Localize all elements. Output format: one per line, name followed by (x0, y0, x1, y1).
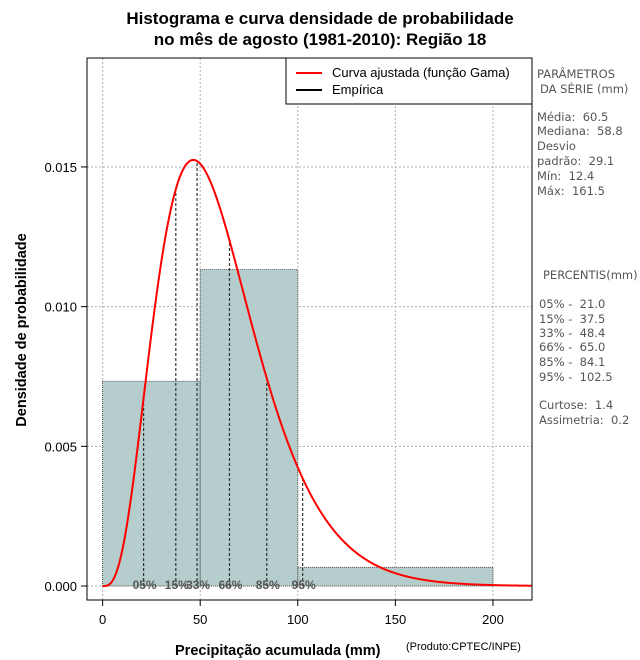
stat-min: Mín: 12.4 (537, 169, 595, 183)
percentile-66: 66% - 65.0 (539, 340, 606, 354)
stat-mean: Média: 60.5 (537, 110, 609, 124)
percentile-label-0: 05% (133, 578, 157, 592)
y-tick-label-1: 0.005 (44, 439, 77, 454)
x-tick-label-0: 0 (99, 612, 106, 627)
y-tick-label-2: 0.010 (44, 300, 77, 315)
percentile-label-1: 15% (165, 578, 189, 592)
x-tick-label-3: 150 (385, 612, 407, 627)
stat-sd-line-1: Desvio (537, 139, 576, 153)
histogram-bars (102, 269, 494, 587)
histogram-bar-0 (102, 380, 201, 587)
legend-label-empirical: Empírica (332, 82, 384, 97)
x-tick-label-4: 200 (482, 612, 504, 627)
percentile-95: 95% - 102.5 (539, 370, 613, 384)
y-axis-label: Densidade de probabilidade (14, 233, 30, 426)
stat-max: Máx: 161.5 (537, 184, 605, 198)
x-tick-label-2: 100 (287, 612, 309, 627)
x-axis-label: Precipitação acumulada (mm) (175, 643, 381, 659)
stat-skewness: Assimetria: 0.2 (539, 413, 630, 427)
gamma-fit-curve (102, 158, 533, 588)
stat-kurtosis: Curtose: 1.4 (539, 398, 614, 412)
stat-sd-line-2: padrão: 29.1 (537, 154, 615, 168)
y-tick-label-3: 0.015 (44, 160, 77, 175)
percentile-85: 85% - 84.1 (539, 355, 606, 369)
y-axis-ticks: 0.000 0.005 0.010 0.015 (44, 160, 87, 594)
legend-label-fit: Curva ajustada (função Gama) (332, 65, 510, 80)
product-credit: (Produto:CPTEC/INPE) (406, 641, 521, 653)
params-header-line-2: DA SÉRIE (mm) (540, 82, 629, 96)
x-axis-ticks: 0 50 100 150 200 (99, 600, 504, 627)
stat-median: Mediana: 58.8 (537, 124, 623, 138)
percentile-label-2: 33% (186, 578, 210, 592)
percentile-label-5: 95% (292, 578, 316, 592)
percentile-markers: 05% 15%33% 66% 85% 95% (133, 161, 316, 592)
chart-title-line-2: no mês de agosto (1981-2010): Região 18 (153, 30, 487, 49)
percentile-label-4: 85% (256, 578, 280, 592)
percentile-33: 33% - 48.4 (539, 326, 606, 340)
percentile-15: 15% - 37.5 (539, 312, 606, 326)
percentile-label-3: 66% (218, 578, 242, 592)
params-header-line-1: PARÂMETROS (537, 67, 616, 81)
legend: Curva ajustada (função Gama) Empírica (285, 57, 533, 105)
legend-box (285, 57, 533, 105)
histogram-bar-2 (297, 566, 494, 587)
x-tick-label-1: 50 (193, 612, 207, 627)
y-tick-label-0: 0.000 (44, 579, 77, 594)
chart-title-line-1: Histograma e curva densidade de probabil… (126, 9, 514, 28)
percentis-header: PERCENTIS(mm) (543, 268, 638, 282)
percentile-05: 05% - 21.0 (539, 297, 606, 311)
